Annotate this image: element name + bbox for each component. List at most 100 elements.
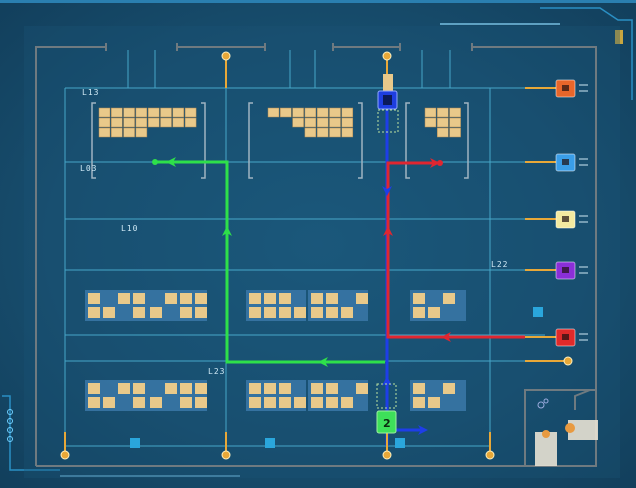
lane-label-l03: L03 (80, 164, 97, 173)
storage-box (195, 383, 207, 394)
storage-box (88, 293, 100, 304)
storage-box (88, 307, 100, 318)
storage-box (267, 107, 280, 118)
storage-box (184, 117, 197, 128)
lane-label-l10: L10 (121, 224, 138, 233)
workstation-icon (562, 267, 569, 273)
storage-box (111, 117, 123, 128)
storage-box (294, 307, 306, 318)
floor-marker (533, 307, 543, 317)
storage-box (180, 397, 192, 408)
storage-box (165, 383, 177, 394)
storage-box (180, 383, 192, 394)
storage-box (195, 307, 207, 318)
storage-box (118, 293, 130, 304)
storage-box (443, 383, 455, 394)
storage-box (311, 397, 323, 408)
target-slot (376, 383, 397, 409)
storage-box (292, 107, 304, 118)
storage-box (413, 293, 425, 304)
storage-box (264, 397, 276, 408)
storage-box (443, 293, 455, 304)
charging-pin-icon (563, 356, 573, 366)
storage-box (413, 383, 425, 394)
charging-pin-icon (221, 450, 231, 460)
storage-box (311, 307, 323, 318)
storage-box (264, 307, 276, 318)
storage-box (150, 307, 162, 318)
lane-label-l23: L23 (208, 367, 225, 376)
green-path (155, 160, 385, 364)
storage-box (326, 307, 338, 318)
storage-box (180, 307, 192, 318)
storage-box (123, 107, 135, 118)
storage-box (280, 107, 292, 118)
storage-box (160, 107, 172, 118)
storage-box (311, 383, 323, 394)
storage-box (147, 107, 160, 118)
rack-bracket (248, 102, 363, 179)
agv-green[interactable]: 2 (376, 383, 397, 434)
storage-box (111, 107, 123, 118)
storage-box (264, 383, 276, 394)
storage-box (135, 107, 148, 118)
path-arrow-icon (383, 226, 393, 236)
storage-box (329, 127, 341, 138)
storage-box (160, 117, 172, 128)
storage-box (123, 127, 135, 138)
storage-box (304, 117, 317, 128)
top-frame-bar (0, 0, 636, 3)
charging-pin-icon (60, 450, 70, 460)
workstation-icon (562, 85, 569, 91)
storage-box (428, 307, 440, 318)
storage-box (326, 293, 338, 304)
storage-box (316, 127, 329, 138)
storage-box (88, 383, 100, 394)
side-indicator-dots (7, 409, 13, 442)
lane-label-l22: L22 (491, 260, 508, 269)
agv-blue[interactable] (377, 74, 399, 133)
path-arrow-icon (318, 357, 328, 367)
storage-box (424, 117, 437, 128)
path-end-dot (152, 159, 158, 165)
path-arrow-icon (222, 226, 232, 236)
storage-box (437, 107, 449, 118)
storage-box (304, 107, 317, 118)
storage-box (424, 107, 437, 118)
storage-box (316, 117, 329, 128)
storage-box (195, 293, 207, 304)
charging-pin-icon (382, 51, 392, 61)
storage-box (356, 293, 368, 304)
storage-box (341, 307, 353, 318)
workstation-icon (562, 159, 569, 165)
storage-box (147, 117, 160, 128)
storage-box (184, 107, 197, 118)
floor-markers (130, 307, 543, 448)
rack-bracket (91, 102, 206, 179)
red-path (386, 161, 525, 339)
corner-decoration (540, 7, 633, 100)
path-arrow-icon (382, 186, 392, 196)
storage-box (135, 127, 148, 138)
storage-box (133, 293, 145, 304)
lane-label-l13: L13 (82, 88, 99, 97)
storage-box (356, 383, 368, 394)
storage-box (103, 307, 115, 318)
workstation-icon (562, 334, 569, 340)
storage-box (449, 107, 461, 118)
storage-box (150, 397, 162, 408)
storage-box (123, 117, 135, 128)
charging-pin-icon (485, 450, 495, 460)
storage-box (413, 307, 425, 318)
storage-box (413, 397, 425, 408)
storage-box (326, 383, 338, 394)
path-arrow-icon (441, 332, 451, 342)
carried-shelf (383, 74, 393, 92)
storage-box (172, 107, 185, 118)
storage-box (304, 127, 317, 138)
storage-box (437, 127, 449, 138)
storage-box (249, 293, 261, 304)
storage-box (326, 397, 338, 408)
